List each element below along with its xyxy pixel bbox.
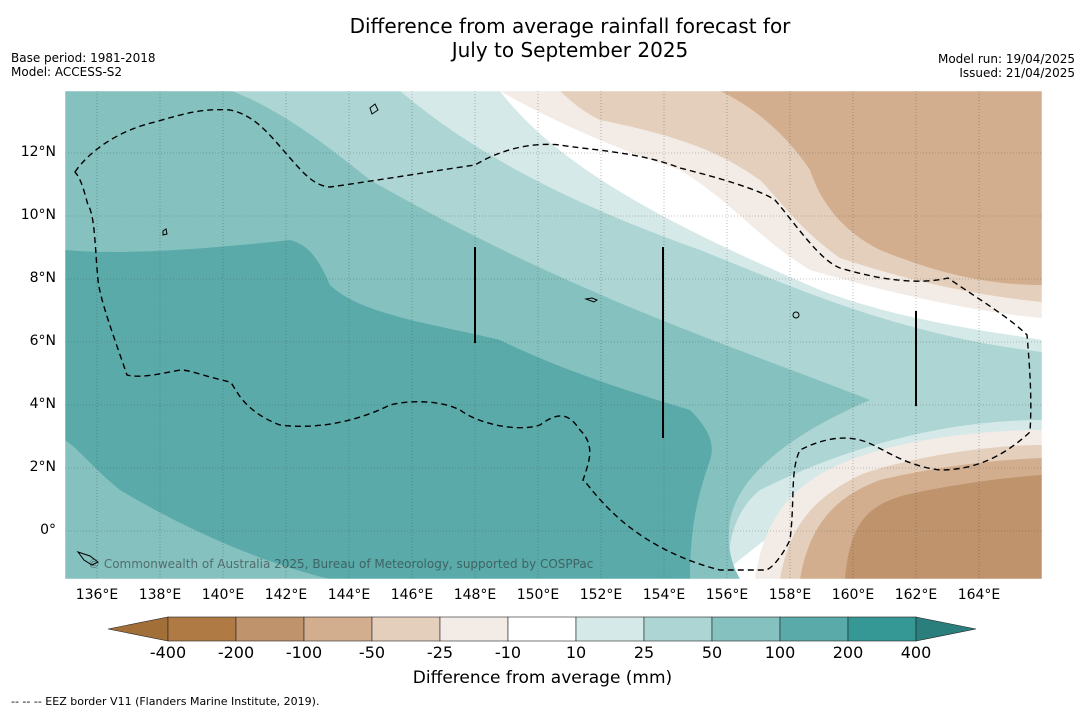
longitude-label: 154°E [642,587,686,603]
band-neg50-neg100 [720,91,1042,285]
latitude-label: 4°N [29,396,56,412]
eez-footnote: -- -- -- EEZ border V11 (Flanders Marine… [11,695,320,708]
longitude-label: 152°E [579,587,623,603]
colorbar-tick-label: -25 [426,643,454,662]
meta-right: Model run: 19/04/2025 Issued: 21/04/2025 [938,52,1075,80]
latitude-label: 12°N [20,144,56,160]
latitude-label: 2°N [29,459,56,475]
title-line-1: Difference from average rainfall forecas… [349,14,791,38]
colorbar-segment [575,616,645,642]
colorbar-segment [235,616,305,642]
issued-label: Issued: 21/04/2025 [959,66,1075,80]
colorbar [107,616,977,642]
colorbar-segment [711,616,781,642]
colorbar-tick-label: -400 [149,643,187,662]
model-label: Model: ACCESS-S2 [11,65,123,79]
longitude-label: 144°E [327,587,371,603]
latitude-label: 8°N [29,270,56,286]
colorbar-segment [643,616,713,642]
boundary-lines [474,247,917,438]
longitude-label: 160°E [831,587,875,603]
colorbar-left-arrow [107,616,169,642]
islands [76,103,800,566]
longitude-label: 142°E [264,587,308,603]
colorbar-tick-label: -50 [358,643,386,662]
longitude-label: 146°E [390,587,434,603]
longitude-label: 150°E [516,587,560,603]
colorbar-tick-label: 50 [701,643,723,662]
colorbar-segment [371,616,441,642]
band-100-200-core [65,240,712,579]
colorbar-segment [167,616,237,642]
colorbar-tick-label: -100 [285,643,323,662]
colorbar-segment [847,616,917,642]
model-run-label: Model run: 19/04/2025 [937,52,1075,66]
title-line-2: July to September 2025 [451,38,689,62]
latitude-label: 10°N [20,207,56,223]
band-se-neg100 [845,475,1042,579]
longitude-label: 138°E [138,587,182,603]
base-period-label: Base period: 1981-2018 [11,51,156,65]
colorbar-title: Difference from average (mm) [412,668,673,688]
colorbar-tick-label: -10 [494,643,522,662]
latitude-label: 6°N [29,333,56,349]
longitude-label: 158°E [768,587,812,603]
colorbar-right-arrow [915,616,977,642]
rainfall-anomaly-field [65,91,1042,579]
colorbar-segment [439,616,509,642]
colorbar-tick-label: 25 [633,643,655,662]
longitude-label: 136°E [75,587,119,603]
map-frame [64,90,1043,580]
colorbar-tick-label: 10 [565,643,587,662]
longitude-label: 156°E [705,587,749,603]
colorbar-segment [779,616,849,642]
colorbar-segment [507,616,577,642]
meta-left: Base period: 1981-2018 Model: ACCESS-S2 [11,51,156,79]
copyright-text: © Commonwealth of Australia 2025, Bureau… [88,557,594,571]
colorbar-segment [303,616,373,642]
colorbar-tick-label: 100 [764,643,796,662]
chart-title: Difference from average rainfall forecas… [0,14,1085,62]
colorbar-tick-label: 200 [832,643,864,662]
longitude-label: 162°E [894,587,938,603]
longitude-label: 164°E [957,587,1001,603]
longitude-label: 148°E [453,587,497,603]
colorbar-tick-label: 400 [900,643,932,662]
graticule [65,91,1042,579]
latitude-label: 0° [40,522,56,538]
longitude-label: 140°E [201,587,245,603]
colorbar-tick-label: -200 [217,643,255,662]
